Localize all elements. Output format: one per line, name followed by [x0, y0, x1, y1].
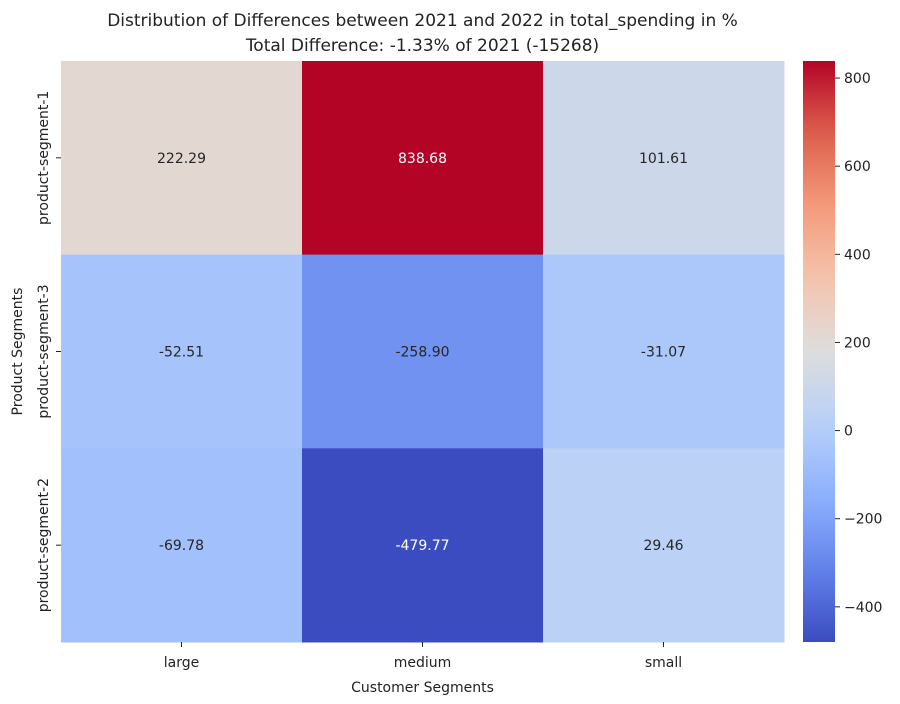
cell-value-label: 222.29	[157, 151, 206, 167]
heatmap-cell	[302, 448, 544, 643]
heatmap-cell	[61, 61, 303, 256]
heatmap-cells: 222.29 838.68 101.61 -52.51 -258.90 -31.07 -69…	[61, 61, 785, 643]
colorbar	[803, 61, 835, 642]
colorbar-tick-label: 600	[844, 159, 871, 175]
heatmap-cell	[543, 61, 785, 256]
cell-value-label: -479.77	[395, 538, 449, 554]
colorbar-tick-label: −400	[844, 600, 882, 616]
heatmap-cell	[543, 254, 785, 449]
x-tick-label: medium	[394, 655, 452, 671]
heatmap-cell	[302, 254, 544, 449]
y-axis-label: Product Segments	[10, 288, 26, 416]
x-axis-label: Customer Segments	[351, 680, 494, 696]
cell-value-label: 29.46	[643, 538, 683, 554]
heatmap-cell	[61, 254, 303, 449]
cell-value-label: 838.68	[398, 151, 447, 167]
y-tick-label: product-segment-3	[36, 284, 52, 418]
cell-value-label: -258.90	[395, 345, 449, 361]
heatmap-cell	[543, 448, 785, 643]
x-axis-ticks: large medium small	[164, 642, 682, 671]
heatmap-cell	[302, 61, 544, 256]
chart-subtitle: Total Difference: -1.33% of 2021 (-15268…	[245, 36, 599, 56]
colorbar-tick-label: −200	[844, 512, 882, 528]
y-axis-ticks: product-segment-1 product-segment-3 produc…	[36, 91, 61, 612]
y-tick-label: product-segment-2	[36, 478, 52, 612]
cell-value-label: 101.61	[639, 151, 688, 167]
cell-value-label: -52.51	[159, 345, 204, 361]
cell-value-label: -69.78	[159, 538, 204, 554]
heatmap-cell	[61, 448, 303, 643]
chart-title: Distribution of Differences between 2021…	[107, 11, 738, 31]
x-tick-label: large	[164, 655, 199, 671]
colorbar-tick-label: 200	[844, 335, 871, 351]
y-tick-label: product-segment-1	[36, 91, 52, 225]
colorbar-ticks: −400 −200 0 200 400 600 800	[835, 71, 882, 616]
colorbar-tick-label: 800	[844, 71, 871, 87]
colorbar-tick-label: 400	[844, 247, 871, 263]
x-tick-label: small	[645, 655, 682, 671]
colorbar-tick-label: 0	[844, 424, 853, 440]
cell-value-label: -31.07	[641, 345, 686, 361]
